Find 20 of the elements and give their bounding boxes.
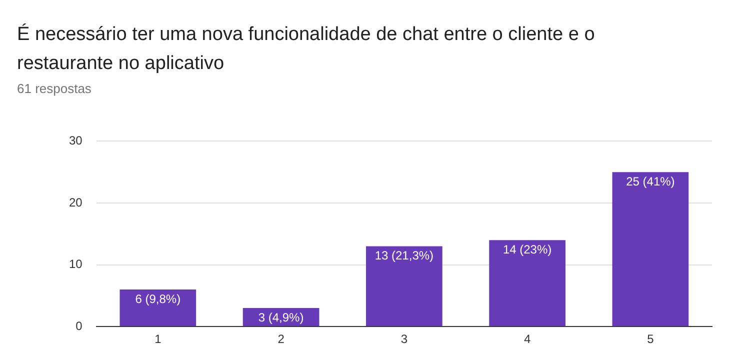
y-tick-label: 10	[68, 257, 83, 272]
chart-title: É necessário ter uma nova funcionalidade de chat entre o cliente e o restaurante no aplicativo	[17, 22, 596, 76]
bar	[612, 172, 689, 326]
bar	[489, 240, 566, 326]
x-tick-label: 3	[400, 332, 408, 346]
y-tick-label: 30	[68, 134, 83, 148]
data-label: 13 (21,3%)	[374, 248, 434, 263]
y-tick-label: 20	[68, 195, 83, 210]
x-tick-label: 2	[278, 332, 285, 346]
x-tick-label: 4	[524, 332, 531, 346]
chart-subtitle: 61 respostas	[17, 81, 92, 96]
y-tick-label: 0	[76, 318, 83, 333]
x-tick-label: 5	[647, 332, 654, 346]
data-label: 25 (41%)	[626, 174, 675, 188]
bar	[366, 246, 442, 326]
data-label: 3 (4,9%)	[258, 310, 304, 324]
x-tick-label: 1	[154, 332, 162, 346]
data-label: 6 (9,8%)	[135, 292, 181, 306]
bar	[120, 290, 196, 326]
data-label: 14 (23%)	[502, 242, 552, 256]
